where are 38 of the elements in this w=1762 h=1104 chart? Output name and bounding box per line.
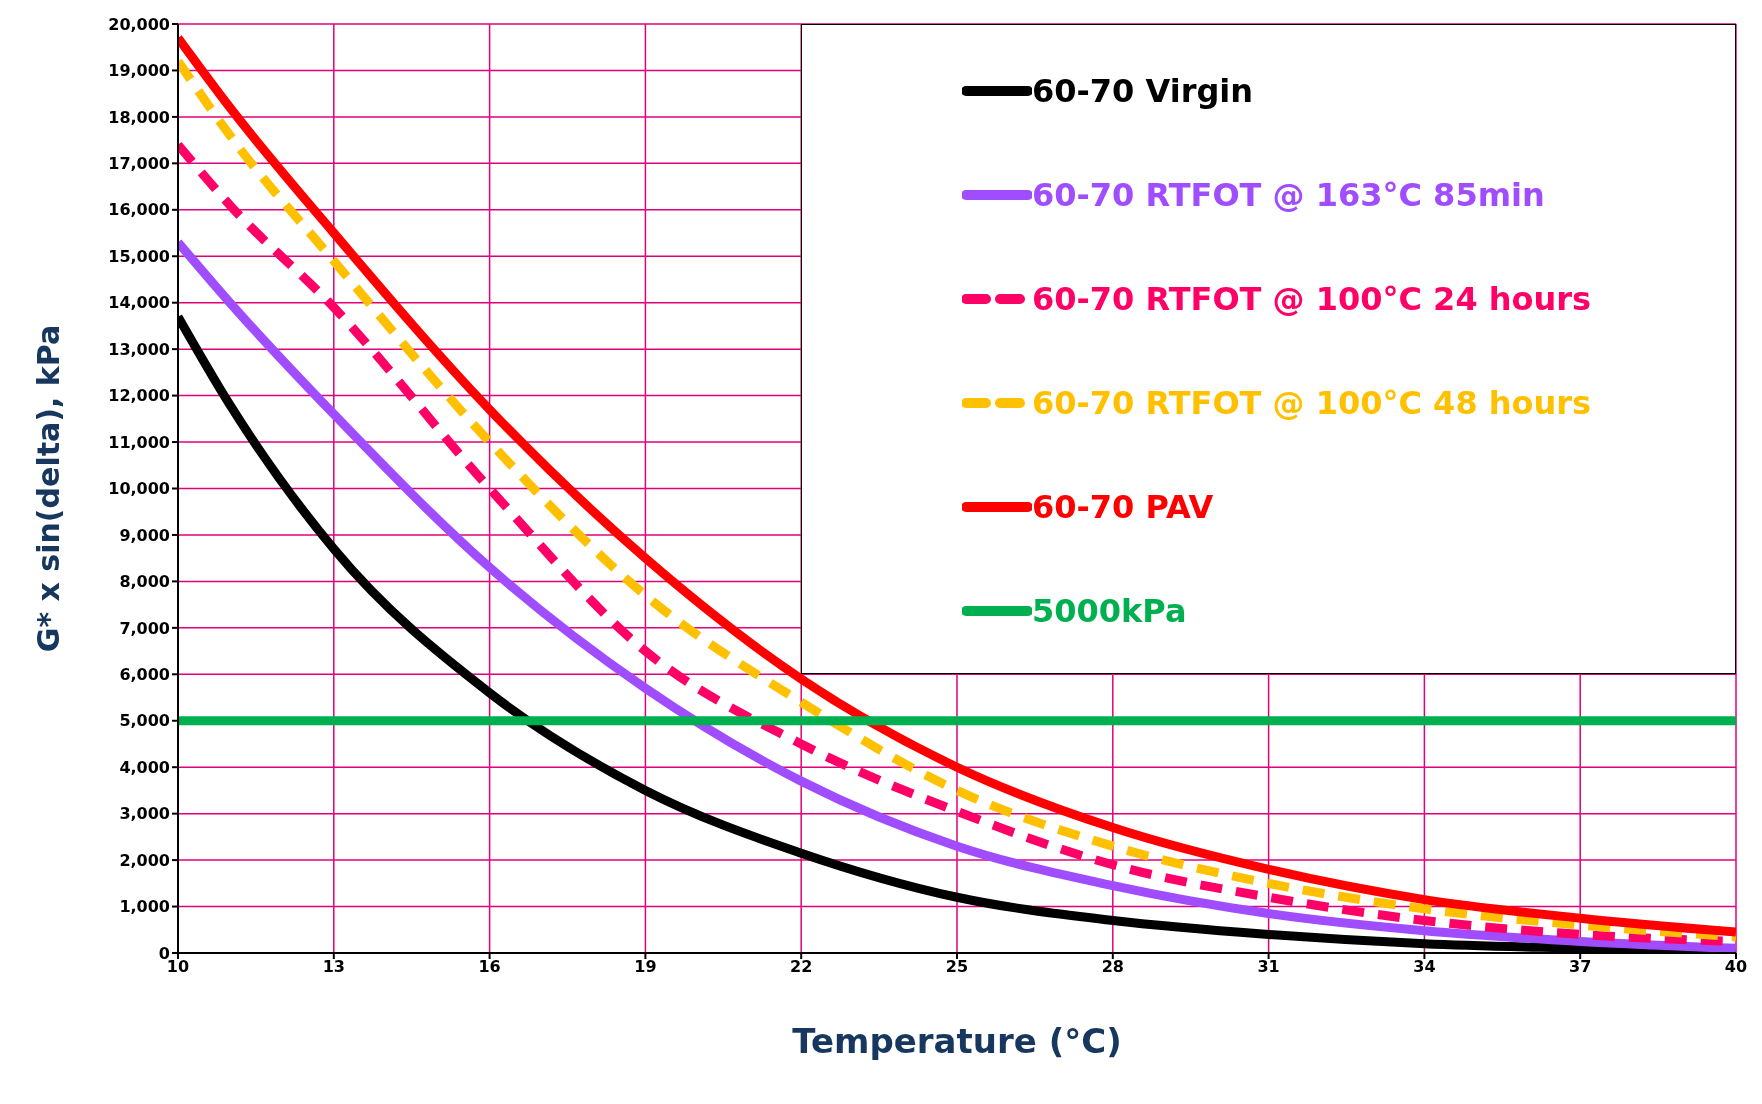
x-tick-label: 22 <box>790 957 813 977</box>
legend-label: 60-70 RTFOT @ 163°C 85min <box>1032 176 1545 214</box>
x-tick-label: 19 <box>634 957 657 977</box>
x-tick-label: 37 <box>1569 957 1592 977</box>
y-tick-label: 7,000 <box>119 618 170 638</box>
y-tick-label: 17,000 <box>108 154 170 174</box>
x-axis-title: Temperature (°C) <box>792 1021 1122 1061</box>
y-tick-label: 13,000 <box>108 339 170 359</box>
y-tick-label: 14,000 <box>108 293 170 313</box>
x-tick-label: 16 <box>478 957 501 977</box>
y-tick-label: 2,000 <box>119 850 170 870</box>
y-tick-label: 20,000 <box>108 14 170 34</box>
legend-label: 60-70 PAV <box>1032 488 1214 526</box>
y-tick-label: 6,000 <box>119 664 170 684</box>
y-tick-label: 19,000 <box>108 61 170 81</box>
y-tick-label: 11,000 <box>108 432 170 452</box>
y-tick-label: 12,000 <box>108 386 170 406</box>
x-tick-label: 31 <box>1257 957 1280 977</box>
y-tick-label: 9,000 <box>119 525 170 545</box>
y-tick-label: 16,000 <box>108 200 170 220</box>
legend-label: 60-70 RTFOT @ 100°C 48 hours <box>1032 384 1592 422</box>
x-tick-label: 34 <box>1413 957 1436 977</box>
y-tick-label: 4,000 <box>119 757 170 777</box>
y-tick-label: 18,000 <box>108 107 170 127</box>
legend-label: 5000kPa <box>1032 592 1187 630</box>
y-tick-label: 15,000 <box>108 246 170 266</box>
y-axis-title: G* x sin(delta), kPa <box>30 324 66 653</box>
y-tick-label: 1,000 <box>119 897 170 917</box>
x-tick-label: 28 <box>1101 957 1124 977</box>
x-tick-label: 40 <box>1724 957 1748 977</box>
y-tick-label: 3,000 <box>119 804 170 824</box>
y-tick-label: 5,000 <box>119 711 170 731</box>
y-tick-label: 8,000 <box>119 572 170 592</box>
x-tick-label: 13 <box>322 957 345 977</box>
y-tick-label: 10,000 <box>108 479 170 499</box>
x-tick-label: 25 <box>945 957 969 977</box>
legend-label: 60-70 Virgin <box>1032 72 1254 110</box>
legend-label: 60-70 RTFOT @ 100°C 24 hours <box>1032 280 1592 318</box>
